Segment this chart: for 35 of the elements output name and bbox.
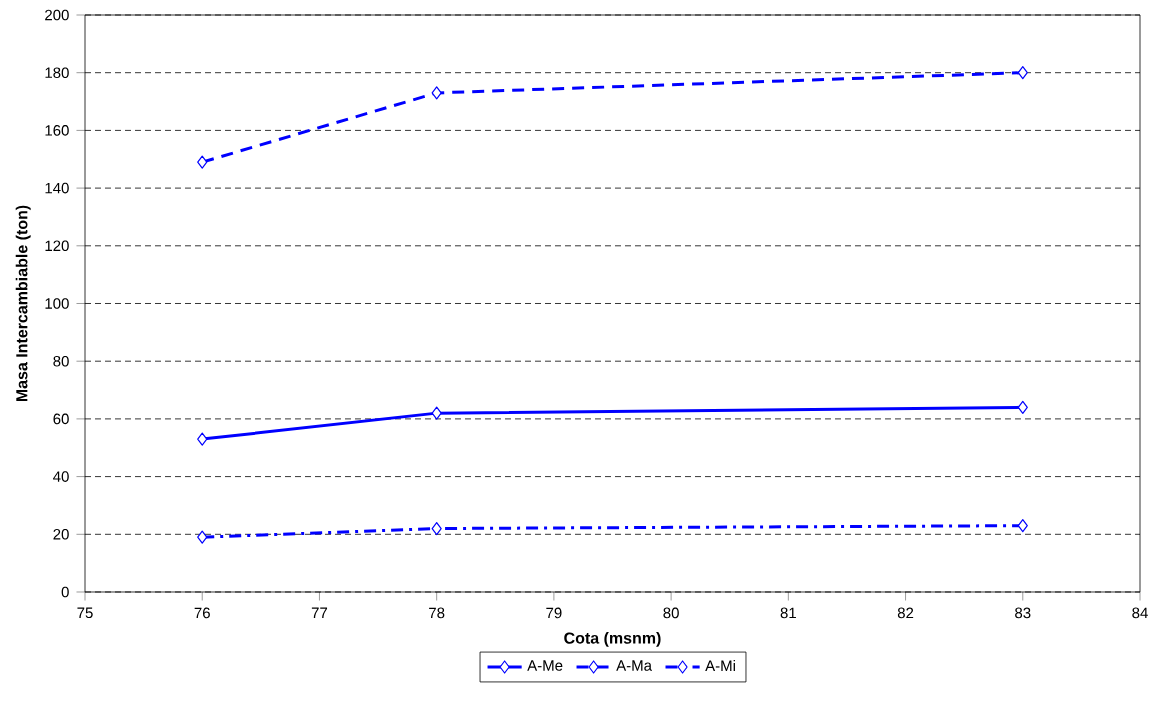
point <box>431 406 442 420</box>
x-tick-label: 77 <box>311 607 328 618</box>
y-tick-label: 0 <box>61 586 69 598</box>
y-tick-label: 20 <box>53 528 69 540</box>
y-tick-label: 120 <box>45 240 69 252</box>
legend-label: A-Me <box>527 660 563 671</box>
x-tick-label: 82 <box>897 607 914 619</box>
y-tick-label: 80 <box>53 355 69 367</box>
point <box>197 432 208 446</box>
x-tick-label: 83 <box>1015 607 1031 619</box>
y-tick-label: 60 <box>53 413 69 425</box>
x-tick-label: 80 <box>663 607 679 619</box>
legend-label: A-Mi <box>705 660 735 671</box>
point <box>197 155 208 169</box>
x-tick-label: 78 <box>429 607 445 619</box>
legend-label: A-Ma <box>616 660 652 671</box>
y-tick-label: 180 <box>45 67 69 79</box>
y-tick-label: 200 <box>45 9 69 21</box>
x-tick-label: 81 <box>780 607 796 619</box>
point <box>1017 519 1028 533</box>
x-tick-label: 75 <box>77 607 93 619</box>
x-tick-label: 84 <box>1132 607 1148 619</box>
point <box>431 86 442 100</box>
x-axis-title: Cota (msnm) <box>564 631 661 647</box>
point <box>197 530 208 544</box>
x-tick-label: 79 <box>546 607 562 619</box>
y-axis-title: Masa Intercambiable (ton) <box>15 205 31 402</box>
point <box>1017 66 1028 80</box>
y-tick-label: 100 <box>45 298 69 309</box>
point <box>431 521 442 536</box>
point <box>1017 400 1028 414</box>
y-tick-label: 140 <box>45 182 69 194</box>
x-tick-label: 76 <box>194 607 210 619</box>
y-tick-label: 160 <box>45 125 69 136</box>
y-tick-label: 40 <box>53 471 69 482</box>
